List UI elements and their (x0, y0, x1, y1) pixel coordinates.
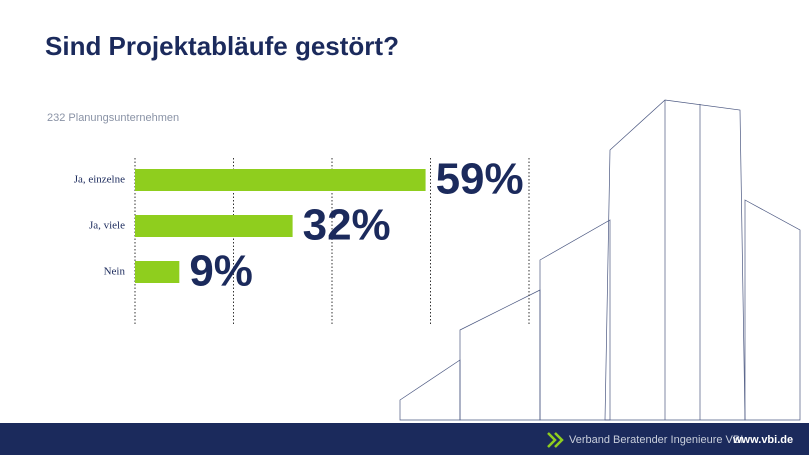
bar (135, 169, 426, 191)
chart-title: Sind Projektabläufe gestört? (45, 31, 399, 61)
category-label: Ja, viele (89, 220, 125, 232)
value-label: 59% (436, 155, 524, 204)
value-label: 9% (189, 247, 253, 296)
category-label: Ja, einzelne (74, 174, 125, 186)
bar (135, 261, 180, 283)
plot: Ja, einzelne 59% Ja, viele 32% Nein 9% (74, 155, 530, 324)
chart-subtitle: 232 Planungsunternehmen (47, 112, 179, 124)
footer-organization: Verband Beratender Ingenieure VBI (569, 434, 743, 446)
footer-website: www.vbi.de (732, 434, 793, 446)
footer-band (0, 423, 809, 455)
footer-logo (547, 432, 564, 448)
category-label: Nein (104, 266, 126, 278)
bar (135, 215, 293, 237)
value-label: 32% (303, 201, 391, 250)
building-illustration (399, 99, 801, 421)
